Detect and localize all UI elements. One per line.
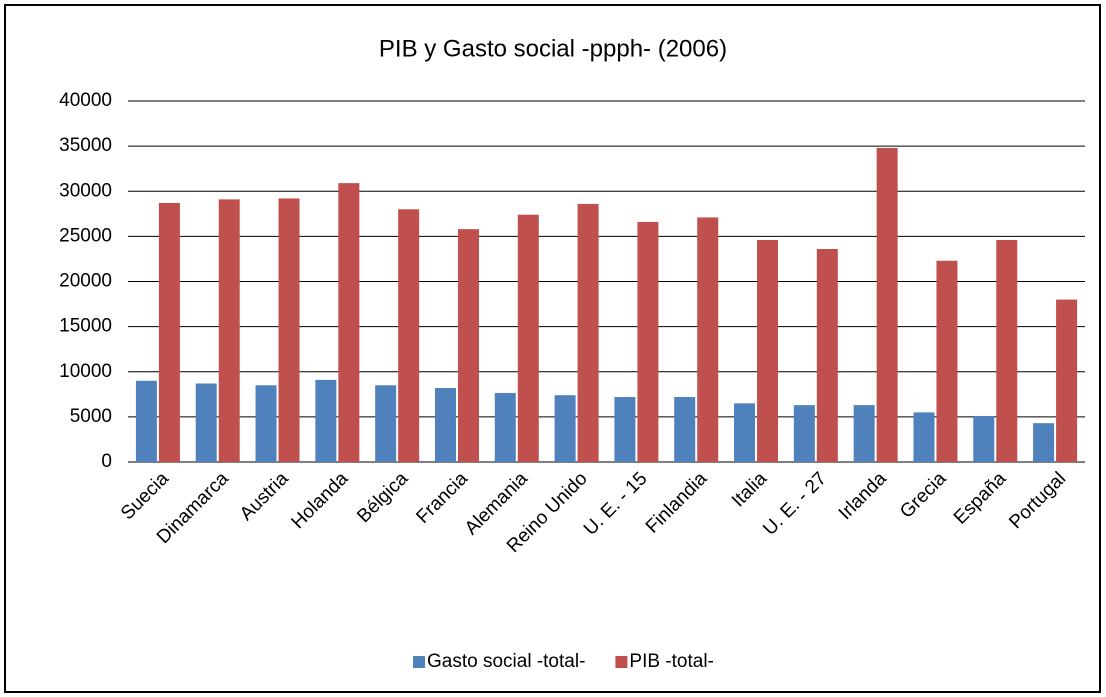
bar [936, 260, 958, 462]
bar [457, 229, 479, 462]
bar [158, 202, 180, 463]
bar [973, 415, 995, 462]
bar [996, 239, 1018, 462]
y-tick-label: 20000 [59, 271, 112, 292]
bar [614, 397, 636, 462]
legend-label: PIB -total- [629, 651, 713, 672]
bar [913, 412, 935, 462]
bar [554, 395, 576, 462]
chart-title: PIB y Gasto social -ppph- (2006) [379, 35, 727, 62]
y-tick-label: 40000 [59, 90, 112, 111]
bar [734, 403, 756, 462]
bar [876, 147, 898, 462]
y-tick-label: 0 [101, 451, 112, 472]
bar [278, 198, 300, 462]
bar [1033, 423, 1055, 462]
bar [255, 385, 277, 462]
bar [853, 405, 875, 462]
bar [577, 203, 599, 462]
bar [517, 214, 539, 462]
bar [816, 249, 838, 462]
chart-border [4, 4, 1101, 693]
bar [494, 392, 516, 462]
y-tick-label: 25000 [59, 225, 112, 246]
y-tick-label: 10000 [59, 361, 112, 382]
bar [793, 405, 815, 462]
bar [434, 387, 456, 462]
y-tick-label: 30000 [59, 180, 112, 201]
bar [195, 383, 217, 462]
bar [135, 380, 157, 462]
bar [637, 221, 659, 462]
bar [1056, 299, 1078, 462]
legend-swatch [413, 656, 425, 668]
bar [338, 183, 360, 462]
bar [674, 397, 696, 462]
legend-swatch [615, 656, 628, 668]
bar [375, 385, 397, 462]
y-tick-label: 35000 [59, 135, 112, 156]
bar [697, 217, 719, 462]
bar [315, 379, 337, 462]
bar [757, 239, 779, 462]
bar [218, 199, 240, 462]
y-tick-label: 5000 [70, 406, 112, 427]
y-tick-label: 15000 [59, 316, 112, 337]
legend-label: Gasto social -total- [427, 651, 585, 672]
bar [398, 209, 420, 462]
